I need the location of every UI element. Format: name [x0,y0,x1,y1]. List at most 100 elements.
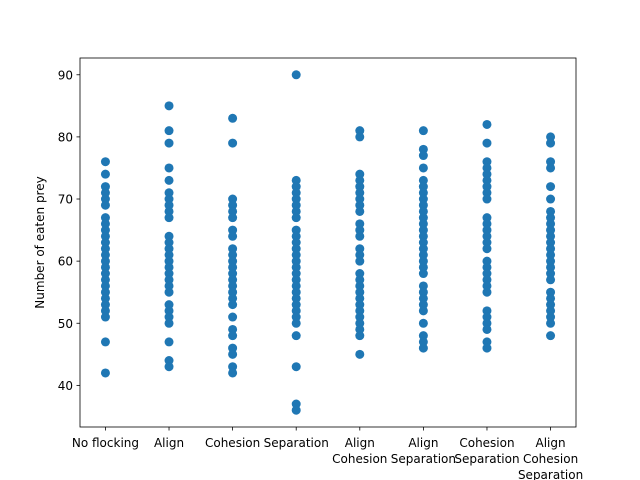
data-point [355,169,365,179]
data-point [291,182,301,192]
data-point [418,331,428,341]
x-tick-label: Align [536,436,566,450]
data-point [355,182,365,192]
data-point [482,219,492,229]
data-point [546,163,556,173]
data-point [164,362,174,372]
data-point [100,256,110,266]
data-point [100,213,110,223]
data-point [418,206,428,216]
data-point [482,281,492,291]
y-axis-ticks: 40 50 60 70 80 90 [58,68,80,393]
data-point [418,163,428,173]
data-point [482,182,492,192]
data-point [546,312,556,322]
data-point [482,306,492,316]
data-point [100,157,110,167]
data-point [482,262,492,272]
data-point [164,281,174,291]
data-point [482,337,492,347]
data-point [418,200,428,210]
data-point [355,287,365,297]
data-point [291,405,301,415]
data-point [291,318,301,328]
data-point [228,331,238,341]
data-point [355,324,365,334]
data-point [546,250,556,260]
x-tick-label: Separation [264,436,329,450]
data-point [164,213,174,223]
data-point [228,269,238,279]
data-point [355,244,365,254]
data-point [355,175,365,185]
data-point [164,244,174,254]
data-point [482,324,492,334]
data-point [228,225,238,235]
data-point [418,343,428,353]
data-point [291,269,301,279]
data-point [418,219,428,229]
data-point [482,213,492,223]
x-tick-label: Separation [391,452,456,466]
data-point [418,194,428,204]
data-point [418,306,428,316]
data-point [228,200,238,210]
data-point [482,275,492,285]
data-point [291,225,301,235]
x-tick-label: Separation [454,452,519,466]
data-point [418,337,428,347]
data-point [355,219,365,229]
data-point [355,269,365,279]
data-point [418,188,428,198]
data-point [228,343,238,353]
data-point [418,250,428,260]
data-point [546,138,556,148]
data-point [355,293,365,303]
data-point [100,281,110,291]
data-point [355,194,365,204]
data-point [546,262,556,272]
data-point [228,287,238,297]
data-point [482,343,492,353]
data-point [100,300,110,310]
data-point [546,132,556,142]
data-point [100,368,110,378]
data-point [355,206,365,216]
data-point [228,231,238,241]
data-point [164,287,174,297]
data-point [482,188,492,198]
data-point [164,306,174,316]
data-point [546,194,556,204]
data-point [546,231,556,241]
data-point [291,175,301,185]
data-point [355,132,365,142]
data-point [291,300,301,310]
data-point [291,281,301,291]
data-point [100,275,110,285]
data-point [100,312,110,322]
data-point [355,318,365,328]
data-point [100,200,110,210]
data-point [228,213,238,223]
data-point [100,169,110,179]
data-point [546,318,556,328]
data-point [418,293,428,303]
data-point [228,194,238,204]
data-point [291,293,301,303]
data-point [291,331,301,341]
data-point [482,157,492,167]
data-point [164,163,174,173]
data-point [291,244,301,254]
data-point [164,312,174,322]
data-point [164,188,174,198]
data-point [418,300,428,310]
data-point [291,275,301,285]
data-point [546,256,556,266]
data-point [228,262,238,272]
data-point [228,138,238,148]
data-point [100,306,110,316]
data-point [228,244,238,254]
data-point [164,206,174,216]
data-point [546,275,556,285]
data-point [546,225,556,235]
